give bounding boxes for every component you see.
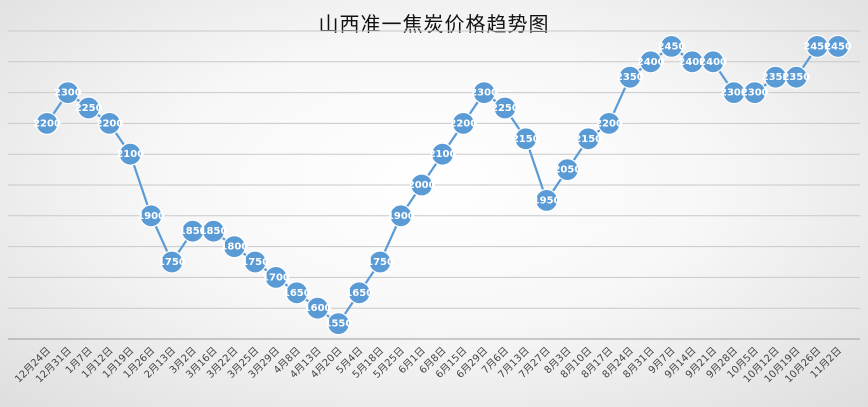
data-point [35, 111, 59, 136]
data-point [326, 312, 351, 336]
data-label: 2300 [741, 88, 769, 99]
data-point [555, 158, 579, 182]
data-label: 1650 [283, 288, 311, 299]
data-label: 1750 [366, 257, 394, 268]
data-point [472, 80, 496, 105]
data-point [597, 111, 621, 136]
data-label: 2400 [637, 57, 665, 68]
data-point [368, 250, 392, 274]
data-label: 2300 [54, 88, 82, 99]
data-label: 1750 [158, 257, 186, 268]
data-point [56, 80, 80, 105]
data-label: 1800 [220, 242, 248, 253]
data-label: 1950 [533, 195, 561, 206]
data-point [576, 127, 600, 151]
data-label: 2450 [803, 41, 831, 52]
data-point [264, 265, 288, 289]
data-label: 2350 [762, 72, 790, 83]
data-point [701, 50, 725, 74]
data-label: 2200 [595, 118, 623, 129]
data-point [451, 111, 475, 136]
data-label: 2200 [33, 118, 61, 129]
data-label: 2000 [408, 180, 436, 191]
data-label: 1600 [304, 303, 332, 314]
data-label: 1850 [179, 226, 207, 237]
data-point [618, 65, 642, 89]
data-label: 2100 [429, 149, 457, 160]
data-label: 2350 [616, 72, 644, 83]
data-label: 2400 [678, 57, 706, 68]
data-label: 1550 [324, 319, 352, 330]
data-label: 2250 [491, 103, 519, 114]
data-point [493, 96, 517, 120]
data-label: 2050 [553, 165, 581, 176]
data-label: 1850 [200, 226, 228, 237]
data-label: 1750 [241, 257, 269, 268]
data-label: 2450 [658, 41, 686, 52]
data-label: 1700 [262, 272, 290, 283]
data-point [97, 111, 122, 136]
data-point [784, 65, 808, 89]
data-point [347, 281, 371, 305]
data-point [826, 34, 850, 59]
data-point [389, 204, 413, 228]
data-label: 2100 [116, 149, 144, 160]
data-label: 2200 [449, 118, 477, 129]
data-point [659, 34, 684, 59]
data-point [410, 173, 434, 197]
data-label: 2300 [720, 88, 748, 99]
data-point [285, 281, 309, 305]
data-label: 2150 [574, 134, 602, 145]
x-tick-labels: 12月24日12月31日1月7日1月12日1月19日1月26日2月13日3月2日… [12, 345, 844, 386]
data-point [77, 96, 101, 120]
data-label: 1900 [387, 211, 415, 222]
data-point [639, 50, 663, 74]
data-label: 2450 [824, 41, 852, 52]
data-point [222, 235, 246, 259]
data-point [118, 142, 142, 166]
data-label: 2150 [512, 134, 540, 145]
data-label: 2200 [96, 118, 124, 129]
data-point [243, 250, 267, 274]
data-label: 2400 [699, 57, 727, 68]
data-point [306, 296, 330, 320]
data-point [743, 80, 767, 105]
chart-title: 山西准一焦炭价格趋势图 [318, 12, 550, 36]
data-label: 2300 [470, 88, 498, 99]
data-label: 1650 [345, 288, 373, 299]
data-point [534, 188, 559, 212]
data-point [160, 250, 184, 274]
data-label: 2250 [75, 103, 103, 114]
data-point [201, 219, 226, 243]
data-label: 2350 [782, 72, 810, 83]
data-point [430, 142, 455, 166]
data-point [514, 127, 538, 151]
data-point [139, 204, 163, 228]
data-label: 1900 [137, 211, 165, 222]
